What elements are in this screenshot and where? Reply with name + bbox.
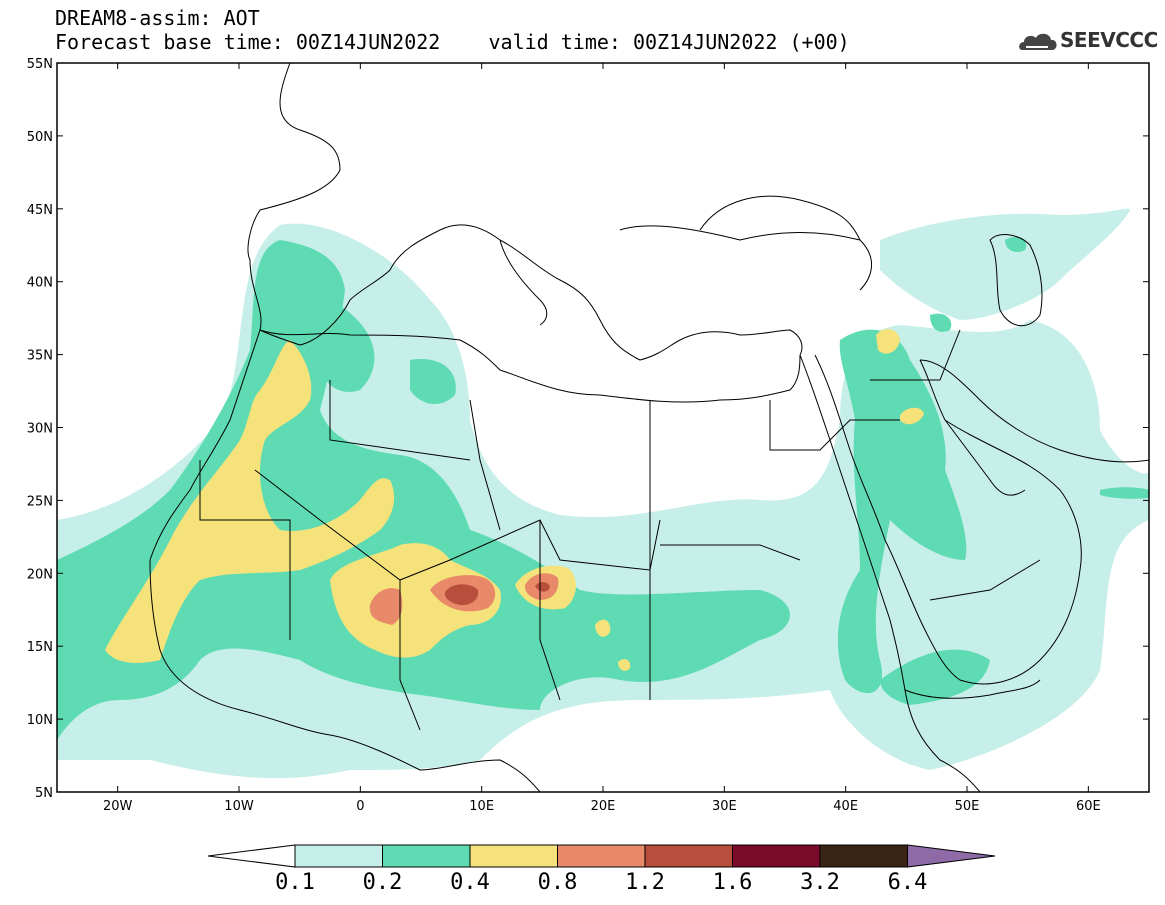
aot-colorbar: 0.1 0.2 0.4 0.8 1.2 1.6 3.2 6.4 xyxy=(207,844,996,895)
lon-label: 60E xyxy=(1076,799,1101,814)
colorbar-segment xyxy=(732,844,821,868)
colorbar-under-triangle xyxy=(207,844,296,868)
coastlines-borders xyxy=(149,63,1149,792)
colorbar-level-label: 6.4 xyxy=(888,870,928,895)
colorbar-over-triangle xyxy=(907,844,996,868)
lat-label: 50N xyxy=(27,130,53,145)
base-time-label: Forecast base time: 00Z14JUN2022 xyxy=(55,30,441,54)
colorbar-segment xyxy=(469,844,558,868)
lat-label: 45N xyxy=(27,203,53,218)
latitude-axis: 55N 50N 45N 40N 35N 30N 25N 20N 15N 10N 5N xyxy=(27,57,1149,801)
lon-label: 10W xyxy=(224,799,254,814)
lat-label: 25N xyxy=(27,494,53,509)
valid-time-label: valid time: 00Z14JUN2022 (+00) xyxy=(488,30,850,54)
lat-label: 15N xyxy=(27,640,53,655)
aot-contours xyxy=(57,208,1149,779)
lon-label: 50E xyxy=(955,799,980,814)
aot-level-1.2 xyxy=(444,581,550,606)
map-title: DREAM8-assim: AOT xyxy=(55,6,260,30)
lon-label: 10E xyxy=(469,799,494,814)
lon-label: 20E xyxy=(591,799,616,814)
colorbar-level-label: 0.2 xyxy=(363,870,403,895)
longitude-axis: 20W 10W 0 10E 20E 30E 40E 50E 60E xyxy=(103,63,1101,814)
colorbar-level-label: 1.2 xyxy=(625,870,665,895)
lat-label: 55N xyxy=(27,57,53,72)
lon-label: 40E xyxy=(833,799,858,814)
lat-label: 5N xyxy=(35,786,53,801)
colorbar-segment xyxy=(819,844,908,868)
lon-label: 30E xyxy=(712,799,737,814)
lat-label: 20N xyxy=(27,567,53,582)
colorbar-level-label: 0.1 xyxy=(275,870,315,895)
lat-label: 10N xyxy=(27,713,53,728)
colorbar-level-label: 0.8 xyxy=(538,870,578,895)
colorbar-level-label: 0.4 xyxy=(450,870,490,895)
colorbar-segment xyxy=(382,844,471,868)
cloud-logo-icon xyxy=(1019,33,1057,50)
lat-label: 40N xyxy=(27,276,53,291)
forecast-time-line: Forecast base time: 00Z14JUN2022 valid t… xyxy=(55,31,850,53)
lat-label: 35N xyxy=(27,349,53,364)
lon-label: 0 xyxy=(356,799,364,814)
colorbar-segment xyxy=(644,844,733,868)
lat-label: 30N xyxy=(27,422,53,437)
colorbar-segment xyxy=(294,844,383,868)
colorbar-level-label: 3.2 xyxy=(800,870,840,895)
colorbar-level-label: 1.6 xyxy=(713,870,753,895)
logo-text: SEEVCCC xyxy=(1060,28,1158,52)
colorbar-segment xyxy=(557,844,646,868)
lon-label: 20W xyxy=(103,799,133,814)
